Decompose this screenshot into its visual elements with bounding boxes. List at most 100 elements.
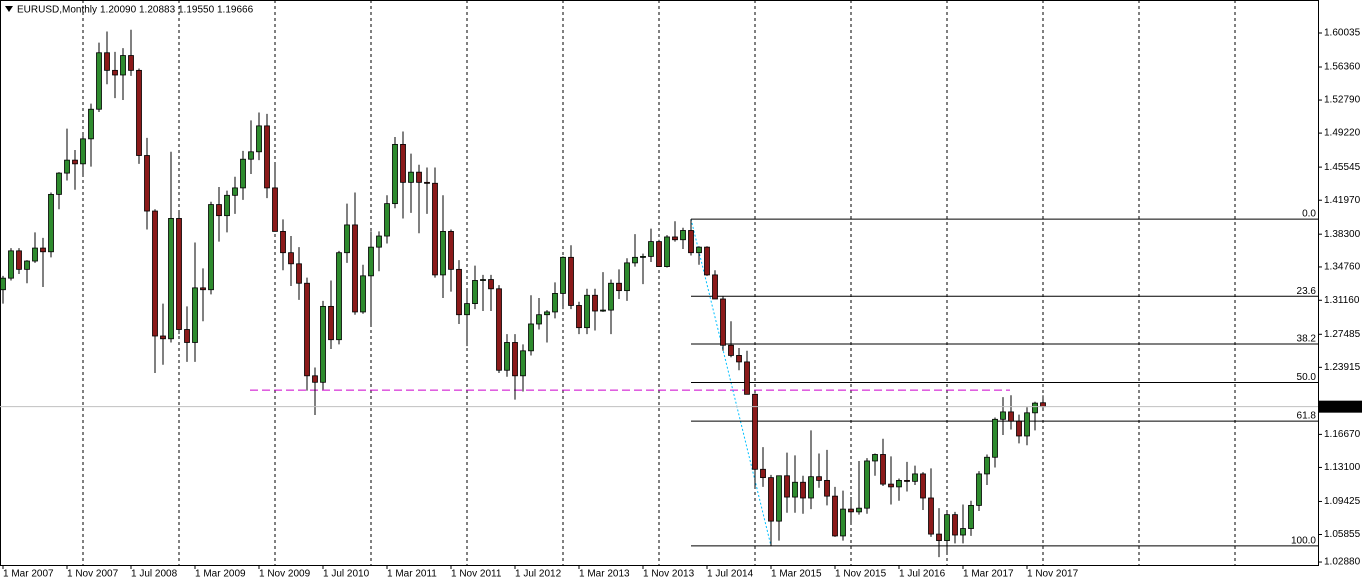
candle-body xyxy=(280,231,286,254)
candle-body xyxy=(888,483,894,488)
candle-body xyxy=(1040,402,1046,408)
candle-body xyxy=(992,418,998,458)
candle-body xyxy=(40,247,46,253)
candle-body xyxy=(704,246,710,276)
candle-body xyxy=(128,55,134,71)
candle-body xyxy=(984,456,990,475)
candle-body xyxy=(216,204,222,217)
candle-body xyxy=(464,303,470,316)
candle-body xyxy=(920,473,926,499)
candle-body xyxy=(1008,411,1014,422)
candle-body xyxy=(360,275,366,313)
y-tick-label: 1.16670 xyxy=(1324,429,1361,440)
y-tick-label: 1.31160 xyxy=(1324,295,1360,306)
candle-body xyxy=(736,355,742,363)
candle-body xyxy=(680,230,686,241)
candle-body xyxy=(824,479,830,497)
y-tick-label: 1.49220 xyxy=(1324,128,1361,139)
y-tick-label: 1.56360 xyxy=(1324,62,1361,73)
y-tick-label: 1.05855 xyxy=(1324,529,1361,540)
candle-body xyxy=(248,151,254,160)
y-tick-label: 1.45545 xyxy=(1324,162,1361,173)
candle-body xyxy=(16,250,22,270)
candle-body xyxy=(384,203,390,237)
candle-body xyxy=(376,235,382,248)
candle-body xyxy=(808,476,814,499)
candle-body xyxy=(488,279,494,290)
x-tick-label: 1 Jul 2010 xyxy=(323,569,370,580)
candle-body xyxy=(176,218,182,330)
candle-body xyxy=(576,305,582,329)
candle-body xyxy=(904,479,910,482)
candle-body xyxy=(480,279,486,281)
candle-body xyxy=(648,241,654,257)
candle-body xyxy=(344,224,350,254)
candle-body xyxy=(912,473,918,482)
candle-body xyxy=(560,256,566,294)
candle-body xyxy=(224,194,230,217)
candle-body xyxy=(448,231,454,270)
candle-body xyxy=(24,260,30,270)
candle-body xyxy=(88,108,94,140)
candle-body xyxy=(720,298,726,346)
candle-body xyxy=(968,504,974,529)
x-tick-label: 1 Jul 2008 xyxy=(131,569,178,580)
header-value: 1.19666 xyxy=(217,5,254,16)
candle-body xyxy=(752,393,758,470)
candle-body xyxy=(568,256,574,306)
candle-body xyxy=(80,138,86,165)
y-tick-label: 1.60035 xyxy=(1324,28,1361,39)
candle-body xyxy=(192,287,198,343)
candle-body xyxy=(536,314,542,325)
candle-body xyxy=(336,252,342,341)
candle-body xyxy=(880,454,886,485)
candle-body xyxy=(792,481,798,498)
candle-body xyxy=(768,477,774,522)
candle-body xyxy=(56,172,62,195)
candle-body xyxy=(584,294,590,329)
chart-title: EURUSD,Monthly xyxy=(17,5,97,16)
candle-body xyxy=(616,282,622,292)
price-label-box xyxy=(1319,400,1362,413)
fibo-label: 61.8 xyxy=(1297,411,1317,422)
y-tick-label: 1.38300 xyxy=(1324,229,1361,240)
candle-body xyxy=(840,508,846,537)
fibo-label: 50.0 xyxy=(1297,372,1317,383)
header-value: 1.20090 xyxy=(100,5,137,16)
candle-body xyxy=(112,69,118,76)
x-tick-label: 1 Mar 2017 xyxy=(963,569,1014,580)
candle-body xyxy=(424,181,430,184)
candle-body xyxy=(1000,411,1006,420)
candle-body xyxy=(304,282,310,377)
candle-body xyxy=(32,247,38,262)
candle-body xyxy=(960,528,966,536)
x-tick-label: 1 Mar 2013 xyxy=(579,569,630,580)
price-label: 1.19666 xyxy=(1322,401,1359,412)
candle-body xyxy=(872,454,878,462)
menu-arrow xyxy=(5,6,13,12)
candle-body xyxy=(496,288,502,371)
candle-body xyxy=(416,171,422,183)
x-tick-label: 1 Mar 2011 xyxy=(387,569,437,580)
fibo-label: 38.2 xyxy=(1297,334,1317,345)
candle-body xyxy=(72,159,78,165)
candle-body xyxy=(672,236,678,241)
candle-body xyxy=(272,187,278,232)
candle-body xyxy=(656,241,662,267)
candle-body xyxy=(976,473,982,506)
candle-body xyxy=(776,475,782,522)
header-value: 1.19550 xyxy=(178,5,215,16)
candle-body xyxy=(664,236,670,267)
candle-body xyxy=(48,193,54,253)
candle-body xyxy=(936,533,942,541)
candle-body xyxy=(160,335,166,340)
x-tick-label: 1 Mar 2009 xyxy=(195,569,246,580)
candle-body xyxy=(624,262,630,292)
candle-body xyxy=(440,231,446,276)
candle-body xyxy=(896,479,902,488)
x-tick-label: 1 Mar 2007 xyxy=(3,569,54,580)
y-tick-label: 1.27485 xyxy=(1324,329,1361,340)
candle-body xyxy=(816,476,822,481)
candle-body xyxy=(632,256,638,264)
candle-body xyxy=(208,204,214,291)
